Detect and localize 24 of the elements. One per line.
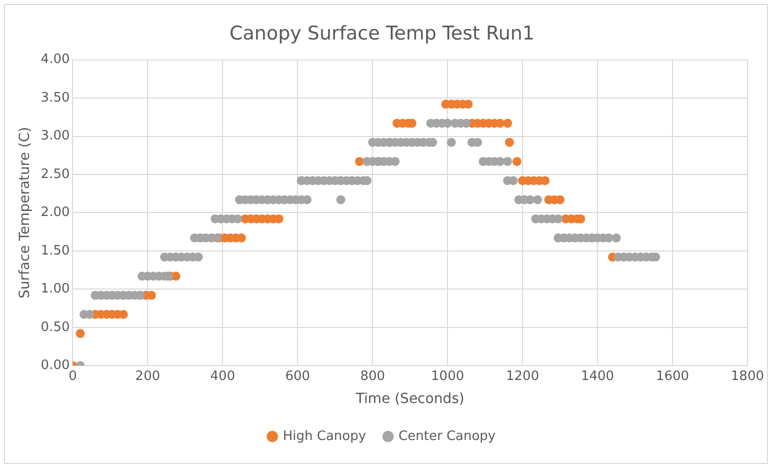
y-tick-label: 4.00 [40, 52, 70, 68]
y-tick-label: 2.00 [40, 205, 70, 220]
y-tick-label: 0.00 [40, 358, 70, 373]
x-tick-label: 1800 [730, 368, 764, 384]
legend-label: High Canopy [282, 428, 366, 444]
y-tick-label: 1.50 [40, 243, 70, 258]
y-tick-label: 2.50 [40, 166, 70, 182]
x-tick-label: 800 [360, 368, 386, 384]
y-tick-label: 1.00 [40, 282, 70, 297]
x-tick-label: 400 [210, 368, 236, 384]
y-tick-label: 0.50 [40, 320, 70, 335]
x-tick-label: 0 [68, 368, 77, 384]
x-tick-label: 1000 [431, 368, 464, 384]
chart-title: Canopy Surface Temp Test Run1 [230, 22, 534, 44]
y-tick-label: 3.50 [40, 90, 70, 106]
x-tick-label: 1600 [656, 368, 690, 384]
x-tick-label: 1400 [580, 368, 614, 384]
y-axis-title: Surface Temperature (C) [17, 126, 34, 299]
y-tick-label: 3.00 [40, 128, 70, 144]
x-axis-title: Time (Seconds) [354, 391, 464, 408]
x-tick-label: 1200 [506, 368, 540, 384]
x-tick-label: 200 [135, 368, 160, 384]
x-tick-label: 600 [285, 368, 310, 384]
legend-label: Center Canopy [398, 428, 496, 444]
